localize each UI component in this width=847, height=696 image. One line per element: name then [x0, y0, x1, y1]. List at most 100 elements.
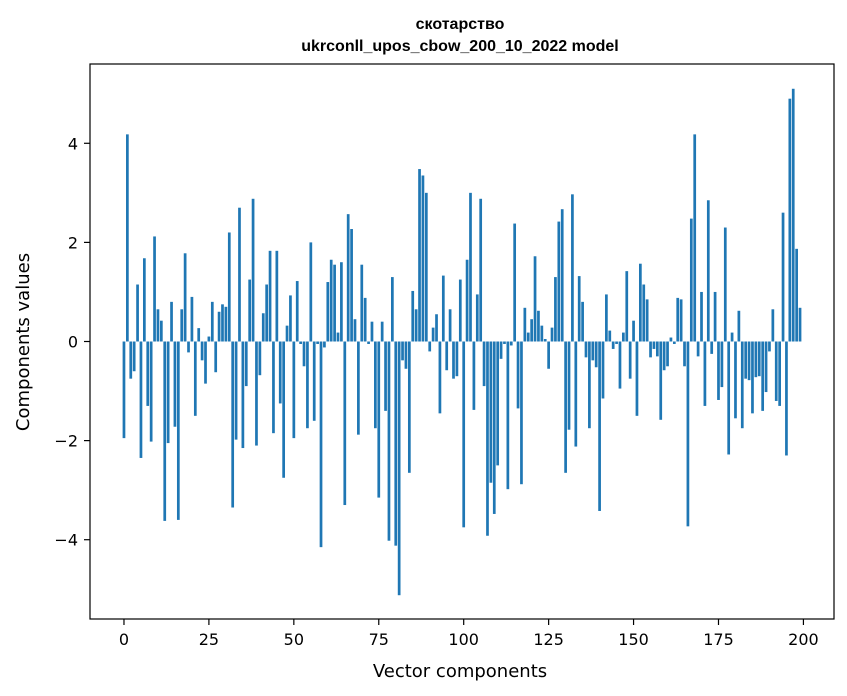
- bar: [659, 341, 663, 420]
- bar: [577, 276, 581, 342]
- bar: [268, 250, 272, 342]
- bar: [455, 341, 459, 377]
- bar: [129, 341, 133, 379]
- bar: [326, 282, 330, 342]
- bar: [312, 341, 316, 421]
- bar: [520, 341, 523, 485]
- bar: [503, 341, 506, 344]
- bar: [764, 341, 768, 393]
- bar: [666, 341, 669, 367]
- bar: [166, 341, 170, 444]
- bar: [200, 341, 204, 361]
- bar: [798, 307, 802, 342]
- bar: [625, 271, 629, 342]
- bar: [244, 341, 248, 387]
- bar: [163, 341, 167, 521]
- bar: [146, 341, 150, 406]
- bar: [751, 341, 754, 414]
- bar: [723, 227, 727, 342]
- y-tick-label: 2: [68, 233, 78, 252]
- bar: [282, 341, 286, 478]
- bar: [547, 341, 550, 369]
- x-tick-label: 75: [369, 630, 389, 649]
- bar: [574, 341, 578, 447]
- bar: [509, 341, 513, 346]
- bar: [139, 341, 143, 458]
- bar: [224, 306, 228, 342]
- bar: [190, 296, 194, 342]
- bar: [713, 291, 717, 342]
- bar: [333, 264, 336, 342]
- bar: [214, 341, 218, 373]
- bar: [734, 341, 737, 419]
- bar: [638, 263, 642, 342]
- bar: [441, 275, 445, 342]
- bar: [469, 192, 472, 342]
- bar: [176, 341, 180, 520]
- x-tick-label: 125: [533, 630, 564, 649]
- bar: [530, 319, 534, 342]
- y-tick-label: −4: [54, 531, 78, 550]
- bar: [669, 337, 673, 342]
- bar: [411, 290, 415, 342]
- bar: [234, 341, 238, 440]
- bar: [543, 339, 547, 342]
- bar: [421, 175, 425, 342]
- bar: [401, 341, 404, 361]
- bar: [737, 310, 741, 342]
- bar: [479, 198, 483, 342]
- bar: [550, 327, 554, 342]
- bar: [261, 313, 265, 342]
- bar: [788, 98, 792, 342]
- bar: [153, 236, 156, 342]
- bar: [676, 297, 680, 342]
- bar: [727, 341, 731, 455]
- x-tick-label: 0: [119, 630, 129, 649]
- chart-title: скотарство: [416, 16, 505, 33]
- x-tick-label: 150: [618, 630, 649, 649]
- y-axis-label: Components values: [13, 253, 34, 431]
- bar: [418, 169, 421, 342]
- bar: [384, 341, 387, 411]
- bar: [700, 291, 703, 342]
- bar: [706, 200, 710, 342]
- x-tick-label: 25: [199, 630, 219, 649]
- bar: [475, 294, 479, 342]
- bar: [363, 297, 367, 342]
- bar: [655, 341, 659, 357]
- bar: [336, 332, 340, 342]
- bar: [492, 341, 496, 514]
- bar: [795, 248, 798, 342]
- bar: [472, 341, 476, 410]
- y-tick-label: 0: [68, 333, 78, 352]
- bar: [781, 212, 785, 342]
- bar: [275, 250, 279, 342]
- bar: [132, 341, 136, 372]
- bar: [346, 214, 350, 342]
- bar: [540, 325, 544, 342]
- bar: [605, 294, 608, 342]
- bar: [747, 341, 751, 381]
- bar: [686, 341, 690, 527]
- bar: [357, 341, 360, 435]
- bar: [744, 341, 748, 379]
- bar: [217, 311, 221, 342]
- bar: [571, 194, 574, 342]
- bar: [126, 134, 129, 342]
- bar: [489, 341, 493, 483]
- chart-subtitle: ukrconll_upos_cbow_200_10_2022 model: [301, 38, 618, 55]
- bar: [458, 279, 462, 342]
- bar: [295, 281, 299, 342]
- bar: [632, 320, 635, 342]
- x-axis-label: Vector components: [373, 661, 547, 682]
- bar: [615, 341, 618, 344]
- bar: [635, 341, 639, 416]
- bar: [204, 341, 207, 384]
- bar: [380, 321, 384, 342]
- bar: [662, 341, 666, 371]
- bar: [618, 341, 622, 389]
- bar: [791, 88, 795, 342]
- bar: [652, 341, 656, 349]
- bar: [594, 341, 598, 368]
